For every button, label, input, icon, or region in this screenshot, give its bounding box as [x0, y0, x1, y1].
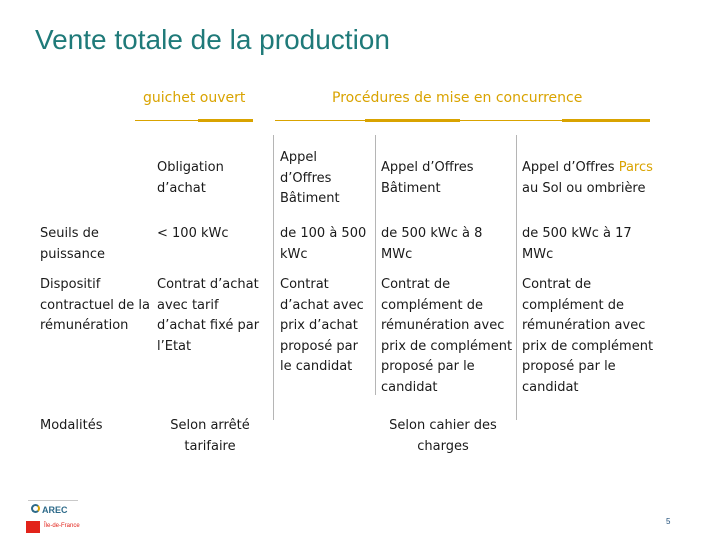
column-header-ao-parcs: Appel d’Offres Parcs au Sol ou ombrière [522, 158, 672, 199]
arec-logo [28, 500, 78, 517]
region-logo-text: Île-de-France [44, 523, 80, 529]
header-underline-procedures-accent-2 [562, 119, 650, 122]
seuils-ao-batiment-2: de 500 kWc à 8 MWc [381, 226, 483, 262]
region-logo-icon [26, 521, 40, 533]
column-divider-2 [375, 135, 376, 395]
modalites-guichet: Selon arrêté tarifaire [170, 418, 250, 454]
column-header-obligation: Obligation d’achat [157, 160, 224, 196]
header-underline-guichet [135, 120, 253, 121]
column-header-ao-batiment-1: Appel d’Offres Bâtiment [280, 150, 340, 206]
seuils-ao-parcs: de 500 kWc à 17 MWc [522, 226, 632, 262]
dispositif-obligation: Contrat d’achat avec tarif d’achat fixé … [157, 277, 260, 354]
column-divider-3 [516, 135, 517, 420]
page-number: 5 [666, 517, 671, 526]
column-header-ao-parcs-suffix: au Sol ou ombrière [522, 180, 646, 196]
dispositif-ao-parcs: Contrat de complément de rémunération av… [522, 277, 654, 395]
column-header-ao-batiment-2: Appel d’Offres Bâtiment [381, 160, 474, 196]
dispositif-ao-batiment-1: Contrat d’achat avec prix d’achat propos… [280, 277, 364, 374]
seuils-ao-batiment-1: de 100 à 500 kWc [280, 226, 367, 262]
column-divider-1 [273, 135, 274, 420]
header-guichet-ouvert: guichet ouvert [143, 90, 246, 106]
page-title: Vente totale de la production [35, 24, 390, 55]
arec-logo-mark-icon [31, 504, 40, 513]
header-underline-guichet-accent [198, 119, 253, 122]
column-header-ao-parcs-accent: Parcs [618, 160, 653, 175]
footer-logos: AREC Île-de-France [22, 496, 92, 536]
row-label-dispositif: Dispositif contractuel de la rémunératio… [40, 277, 150, 333]
column-header-ao-parcs-prefix: Appel d’Offres [522, 160, 619, 175]
header-underline-procedures-accent-1 [365, 119, 460, 122]
row-label-seuils: Seuils de puissance [40, 226, 105, 262]
modalites-concurrence: Selon cahier des charges [389, 418, 497, 454]
seuils-obligation: < 100 kWc [157, 226, 229, 241]
dispositif-ao-batiment-2: Contrat de complément de rémunération av… [381, 277, 513, 395]
header-underline-procedures [275, 120, 650, 121]
header-procedures-concurrence: Procédures de mise en concurrence [332, 90, 583, 106]
arec-logo-text: AREC [42, 505, 68, 515]
row-label-modalites: Modalités [40, 418, 103, 433]
